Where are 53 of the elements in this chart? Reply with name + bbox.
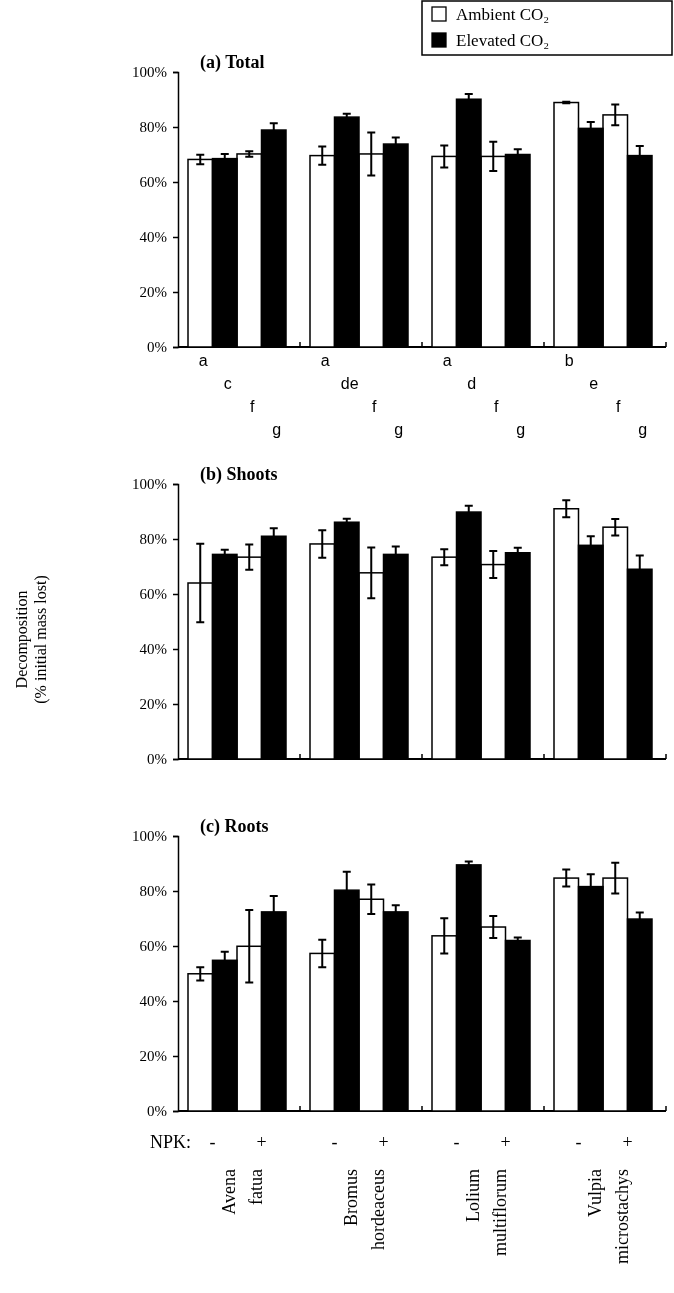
x-tick-label: - <box>209 1132 216 1152</box>
y-tick-label: 100% <box>132 476 167 493</box>
x-tick-label: + <box>622 1132 633 1152</box>
text: de <box>340 375 359 392</box>
text: a <box>198 352 208 369</box>
text: g <box>638 421 648 438</box>
y-tick-label: 0% <box>147 339 167 356</box>
y-tick-label: 80% <box>139 119 167 136</box>
text: Lolium multiflorum <box>463 1169 510 1256</box>
x-axis-title: NPK: <box>149 1132 191 1152</box>
chart-title: (b) Shoots <box>200 464 278 485</box>
y-tick-label: 40% <box>139 229 167 246</box>
y-tick-label: 100% <box>132 828 167 845</box>
x-tick-label: + <box>256 1132 267 1152</box>
text: f <box>616 398 622 415</box>
y-tick-label: 60% <box>139 174 167 191</box>
y-tick-label: 20% <box>139 284 167 301</box>
chart-title: (a) Total <box>200 52 265 73</box>
text: Vulpia microstachys <box>585 1169 632 1264</box>
y-tick-label: 40% <box>139 993 167 1010</box>
y-tick-label: 60% <box>139 586 167 603</box>
legend-label: Ambient CO₂ <box>456 5 550 24</box>
y-tick-label: 0% <box>147 1103 167 1120</box>
text: a <box>442 352 452 369</box>
y-tick-label: 40% <box>139 641 167 658</box>
x-tick-label: + <box>378 1132 389 1152</box>
y-tick-label: 20% <box>139 1048 167 1065</box>
y-tick-label: 80% <box>139 531 167 548</box>
x-tick-label: - <box>331 1132 338 1152</box>
text: a <box>320 352 330 369</box>
text: Avena fatua <box>219 1169 266 1215</box>
text: Bromus hordeaceus <box>341 1169 388 1250</box>
y-tick-label: 60% <box>139 938 167 955</box>
legend-label: Elevated CO₂ <box>456 31 550 50</box>
y-tick-label: 80% <box>139 883 167 900</box>
text: b <box>564 352 574 369</box>
text: g <box>394 421 404 438</box>
y-tick-label: 100% <box>132 64 167 81</box>
text: f <box>494 398 500 415</box>
chart-title: (c) Roots <box>200 816 269 837</box>
text: f <box>372 398 378 415</box>
text: g <box>272 421 282 438</box>
y-tick-label: 0% <box>147 751 167 768</box>
x-tick-label: - <box>453 1132 460 1152</box>
text: f <box>250 398 256 415</box>
text: g <box>516 421 526 438</box>
text: d <box>467 375 477 392</box>
x-tick-label: + <box>500 1132 511 1152</box>
y-axis-title: Decomposition (% initial mass lost) <box>12 575 50 704</box>
text: e <box>589 375 599 392</box>
y-tick-label: 20% <box>139 696 167 713</box>
text: c <box>223 375 232 392</box>
x-tick-label: - <box>575 1132 582 1152</box>
